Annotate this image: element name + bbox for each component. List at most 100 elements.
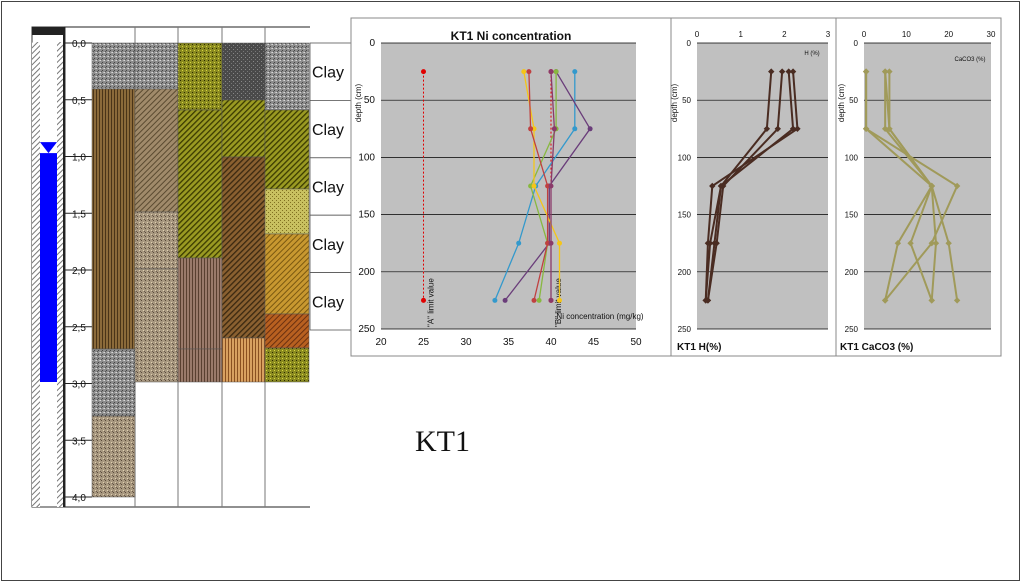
y-tick-label: 0: [369, 38, 375, 49]
water-level-icon: [40, 142, 57, 154]
x-tick-label: 40: [545, 337, 557, 348]
clay-label: Clay: [312, 122, 344, 139]
soil-layer: [134, 88, 179, 213]
series-point: [778, 68, 786, 75]
series-point: [763, 125, 771, 132]
x-tick-label: 20: [944, 30, 953, 39]
y-tick-label: 200: [678, 268, 692, 277]
soil-layer: [264, 188, 310, 235]
series-point: [531, 297, 537, 303]
soil-layer: [221, 337, 266, 383]
series-point: [551, 126, 557, 132]
series-point: [587, 126, 593, 132]
depth-tick-label: 0,0: [72, 39, 86, 50]
series-point: [713, 240, 720, 247]
x-tick-label: 25: [418, 337, 430, 348]
y-tick-label: 50: [682, 96, 691, 105]
soil-layer: [134, 211, 179, 270]
series-point: [932, 240, 940, 247]
series-point: [881, 68, 889, 75]
y-tick-label: 50: [364, 95, 376, 106]
clay-label: Clay: [312, 180, 344, 197]
series-point: [881, 297, 889, 304]
series-point: [928, 240, 935, 247]
depth-tick-label: 3,0: [72, 380, 86, 391]
clay-label-box: [309, 214, 352, 273]
soil-layer: [91, 42, 136, 90]
y-axis-label: depth (cm): [670, 84, 679, 123]
soil-layer: [134, 268, 179, 383]
series-point: [548, 183, 554, 189]
h-percent-chart: 0 50 100 150 200 250 0 1 2 3 depth (cm) KT1 H(%) H (…: [670, 17, 837, 357]
chart-title: KT1 Ni concentration: [451, 29, 572, 43]
plot-area: [381, 43, 636, 329]
soil-layer: [134, 42, 179, 90]
series-point: [492, 297, 498, 303]
soil-layer: [91, 415, 136, 498]
limit-line-label: "A" limit value: [427, 278, 436, 327]
y-tick-label: 0: [854, 39, 859, 48]
series-point: [720, 182, 727, 190]
series-point: [886, 125, 893, 132]
x-axis-label: Ni concentration (mg/kg): [556, 312, 643, 321]
limit-point: [421, 69, 426, 75]
y-tick-label: 50: [849, 96, 858, 105]
clay-label-box: [309, 272, 352, 331]
soil-layer: [177, 42, 223, 111]
y-tick-label: 100: [678, 153, 692, 162]
series-point: [709, 182, 716, 190]
clay-label-column: Clay Clay Clay Clay Clay: [309, 42, 352, 331]
series-point: [928, 297, 935, 304]
depth-tick-label: 2,5: [72, 323, 86, 334]
series-point: [548, 240, 554, 246]
soil-layer: [221, 99, 266, 158]
y-tick-label: 250: [358, 324, 375, 335]
series-point: [862, 125, 870, 132]
x-axis-label: H (%): [804, 51, 819, 57]
y-axis-label: depth (cm): [837, 84, 846, 123]
y-tick-label: 250: [678, 325, 692, 334]
y-tick-label: 200: [845, 268, 859, 277]
series-point: [768, 68, 775, 75]
x-tick-label: 1: [738, 30, 743, 39]
series-point: [881, 125, 889, 132]
y-tick-label: 150: [358, 210, 375, 221]
series-point: [886, 68, 893, 75]
well-casing-right: [57, 42, 65, 507]
x-tick-label: 0: [862, 30, 867, 39]
series-point: [548, 297, 554, 303]
clay-label: Clay: [312, 65, 344, 82]
series-point: [572, 69, 578, 75]
clay-label: Clay: [312, 294, 344, 311]
figure-caption: KT1: [415, 425, 470, 458]
depth-tick-group: 0,0 0,5 1,0 1,5 2,0 2,5 3,0 3,5 4,0: [64, 39, 92, 504]
series-point: [521, 69, 527, 75]
soil-layer: [264, 42, 310, 111]
series-point: [531, 183, 537, 189]
series-point: [953, 297, 961, 304]
depth-tick-label: 1,0: [72, 153, 86, 164]
chart-title: KT1 CaCO3 (%): [840, 342, 913, 353]
series-point: [572, 126, 578, 132]
x-tick-label: 45: [588, 337, 600, 348]
x-tick-label: 2: [782, 30, 787, 39]
soil-layer: [221, 42, 266, 101]
x-tick-label: 0: [695, 30, 700, 39]
series-point: [862, 68, 870, 75]
series-point: [557, 297, 562, 303]
series-point: [502, 297, 508, 303]
y-tick-label: 150: [845, 211, 859, 220]
soil-layer: [177, 257, 223, 350]
x-tick-label: 3: [826, 30, 831, 39]
series-point: [516, 240, 522, 246]
chart-title: KT1 H(%): [677, 342, 721, 353]
depth-tick-label: 2,0: [72, 266, 86, 277]
x-tick-label: 10: [902, 30, 911, 39]
series-point: [894, 240, 902, 247]
y-tick-label: 200: [358, 267, 375, 278]
soil-layer: [264, 347, 310, 383]
soil-layer: [264, 233, 310, 315]
y-tick-label: 100: [845, 153, 859, 162]
